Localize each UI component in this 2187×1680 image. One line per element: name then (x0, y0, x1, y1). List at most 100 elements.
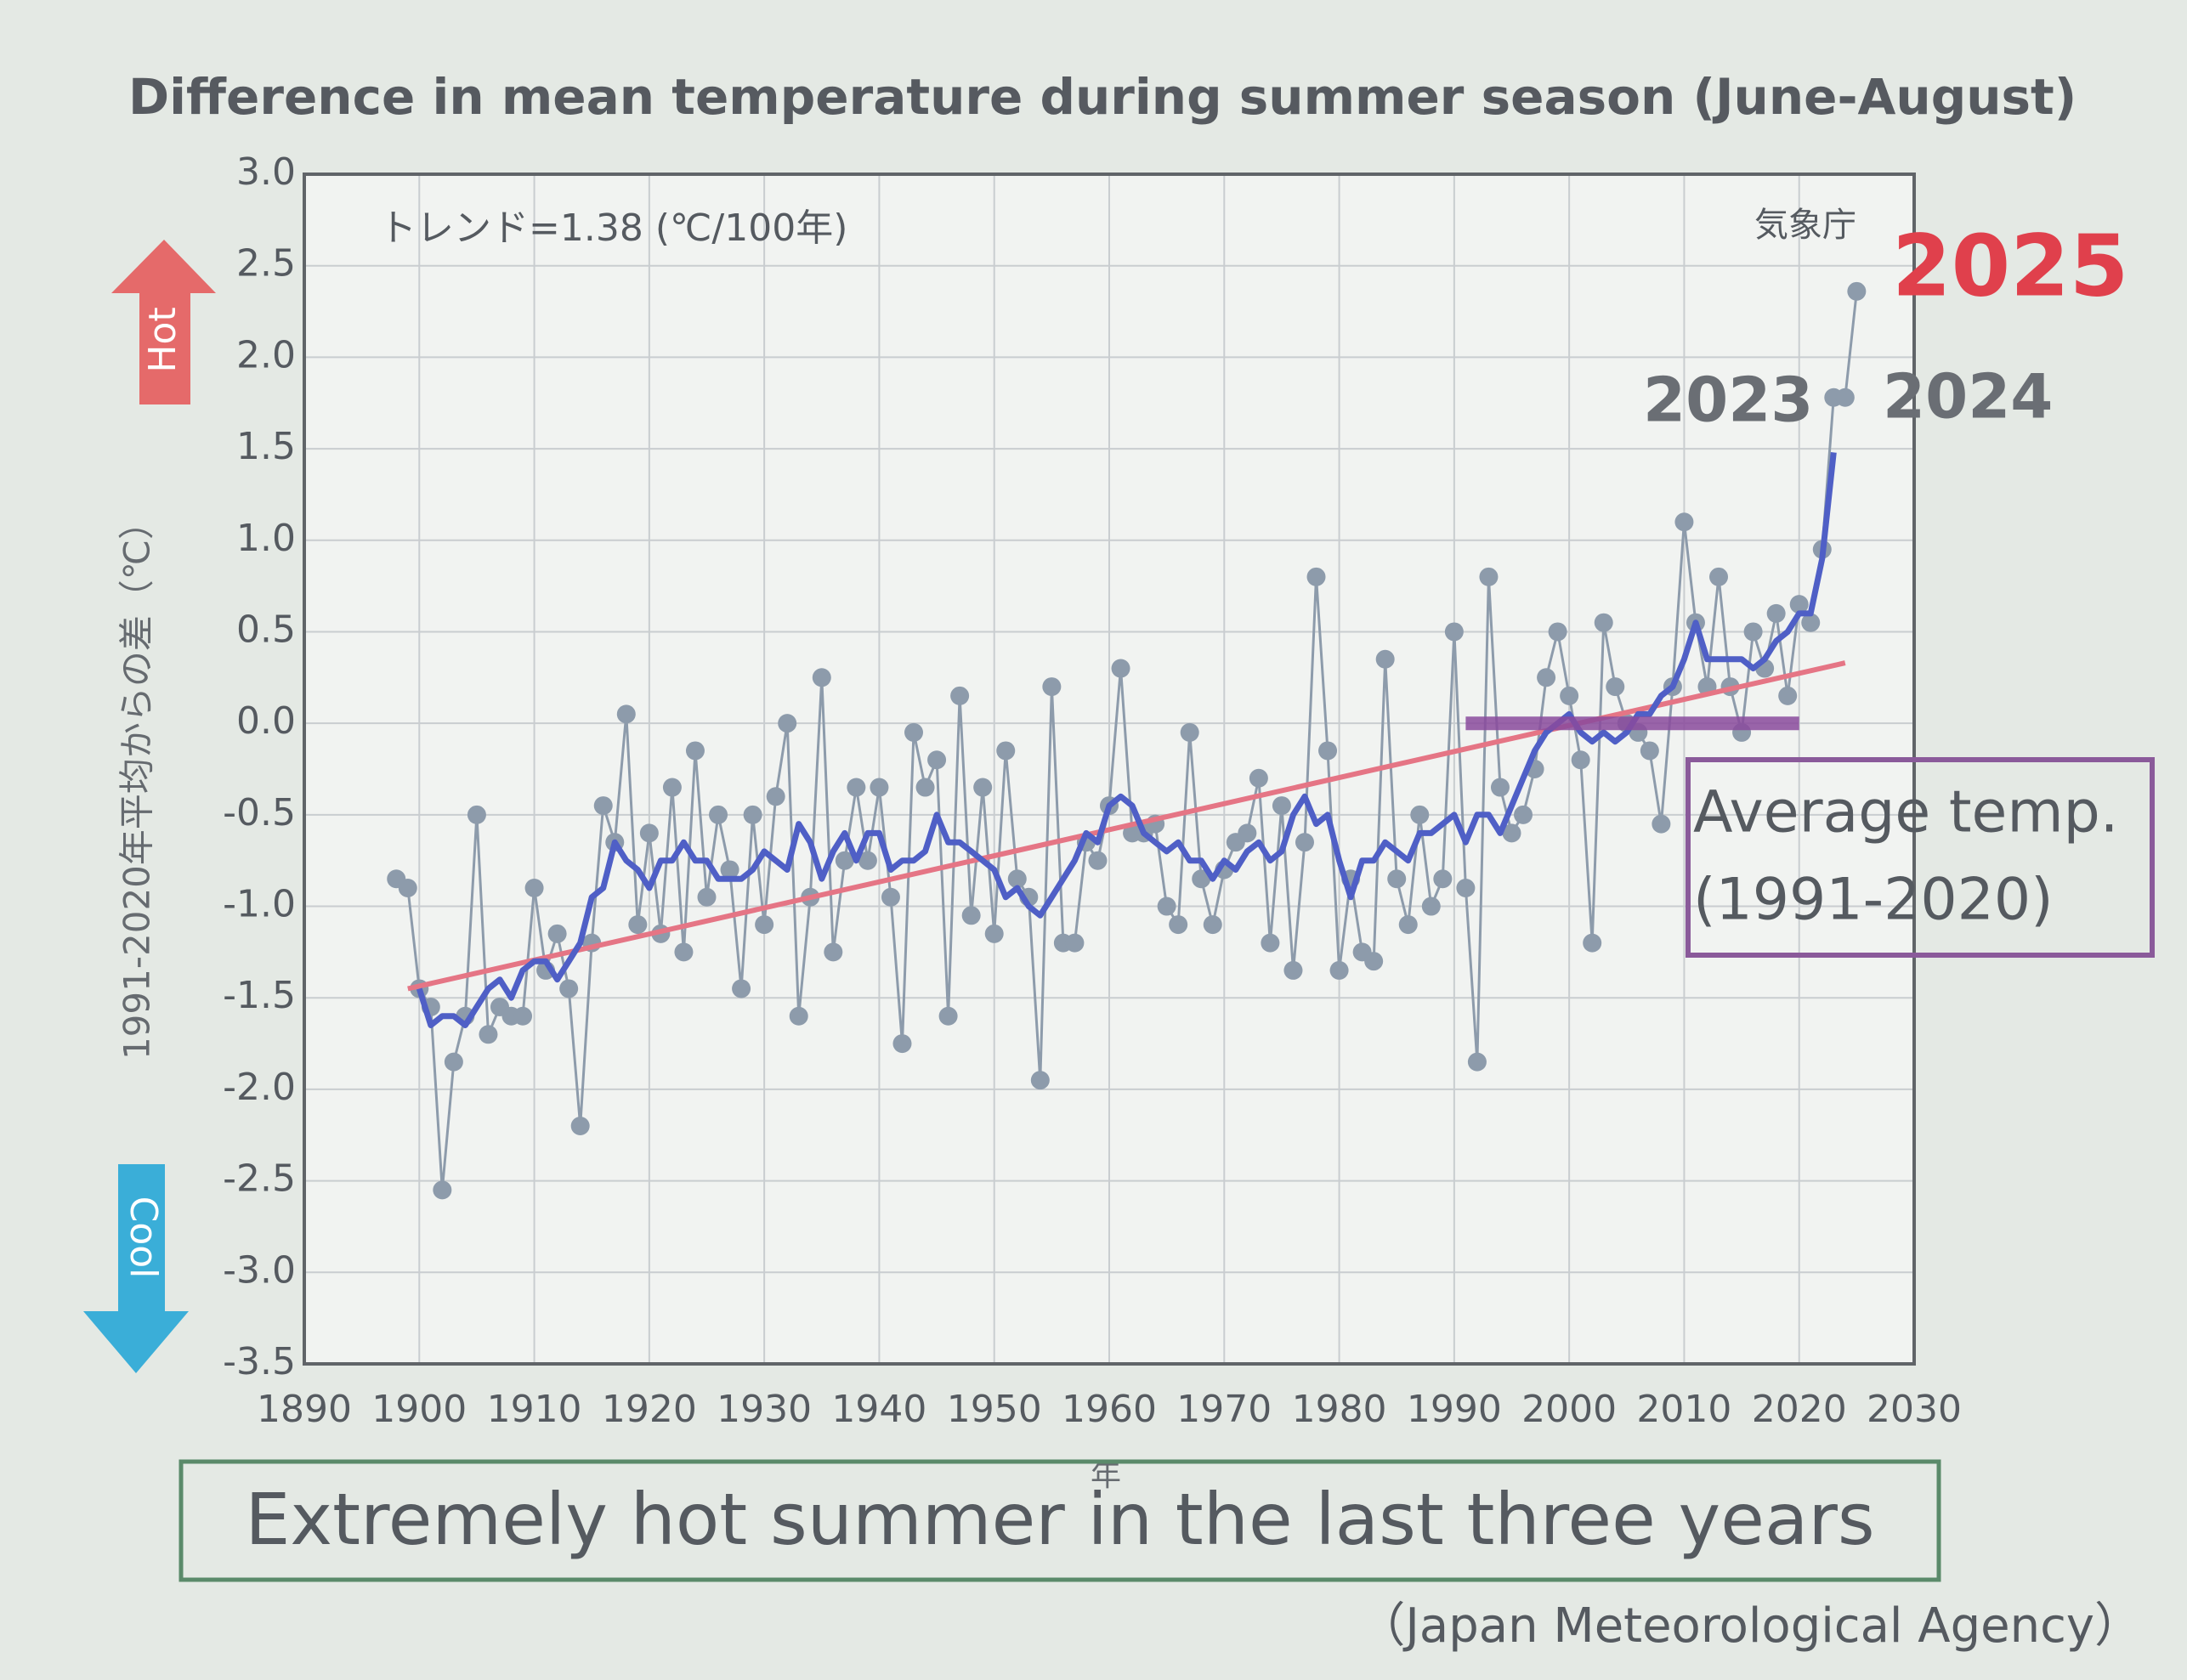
average-label: (1991-2020) (1693, 867, 2054, 934)
data-point (1594, 613, 1613, 632)
data-point (1433, 869, 1453, 889)
data-point (1030, 1071, 1050, 1090)
caption: Extremely hot summer in the last three y… (245, 1478, 1874, 1561)
data-point (1674, 512, 1694, 532)
data-point (444, 1052, 463, 1072)
x-tick-label: 1920 (602, 1388, 697, 1431)
data-point (1456, 879, 1476, 897)
data-point (1387, 869, 1407, 889)
data-point (1192, 869, 1211, 889)
data-point (709, 805, 728, 824)
data-point (1329, 960, 1349, 980)
cool-label: Cool (122, 1196, 165, 1279)
data-point (1709, 567, 1729, 586)
data-point (1295, 833, 1314, 852)
average-box (1686, 757, 2155, 958)
x-tick-label: 1970 (1176, 1388, 1272, 1431)
y-tick-label: 0.5 (236, 608, 296, 651)
y-tick-label: 2.5 (236, 242, 296, 286)
y-tick-label: 0.0 (236, 699, 296, 743)
data-point (720, 860, 739, 880)
x-tick-label: 1900 (371, 1388, 467, 1431)
data-point (1502, 823, 1521, 843)
data-point (616, 704, 636, 724)
trend-label: トレンド=1.38 (℃/100年) (379, 206, 847, 250)
x-tick-label: 1980 (1292, 1388, 1387, 1431)
data-point (835, 851, 854, 870)
data-point (1203, 915, 1222, 935)
data-point (1789, 595, 1809, 614)
data-point (892, 1034, 912, 1054)
data-point (559, 979, 579, 998)
data-point (1743, 622, 1763, 642)
y-tick-label: 1.5 (236, 425, 296, 468)
x-tick-label: 2020 (1752, 1388, 1847, 1431)
data-point (1065, 933, 1085, 953)
data-point (870, 778, 889, 797)
data-point (938, 1006, 958, 1026)
data-point (467, 805, 486, 824)
data-point (858, 851, 877, 870)
data-point (1375, 649, 1395, 669)
data-point (1444, 622, 1464, 642)
data-point (1778, 686, 1798, 705)
data-point (778, 714, 797, 733)
data-point (1238, 823, 1257, 843)
cool-arrow (83, 1164, 189, 1373)
data-point (1847, 281, 1867, 301)
data-point (1467, 1052, 1487, 1072)
data-point (847, 778, 866, 797)
data-point (950, 686, 970, 705)
year-label: 2025 (1892, 216, 2128, 315)
data-point (433, 1180, 452, 1200)
x-tick-label: 1910 (487, 1388, 582, 1431)
data-point (984, 924, 1004, 943)
data-point (766, 787, 785, 806)
x-tick-label: 1990 (1407, 1388, 1502, 1431)
data-point (904, 722, 924, 742)
data-point (812, 668, 831, 687)
data-point (1479, 567, 1499, 586)
x-tick-label: 2010 (1636, 1388, 1731, 1431)
data-point (1548, 622, 1567, 642)
data-point (524, 879, 544, 897)
y-tick-label: -1.5 (223, 974, 296, 1017)
data-point (639, 823, 659, 843)
data-point (674, 942, 694, 962)
y-tick-label: -2.0 (223, 1066, 296, 1109)
data-point (398, 879, 417, 897)
x-tick-label: 1950 (947, 1388, 1042, 1431)
data-point (662, 778, 682, 797)
data-point (1180, 722, 1199, 742)
data-point (961, 906, 981, 925)
data-point (1169, 915, 1188, 935)
x-tick-label: 2030 (1867, 1388, 1962, 1431)
data-point (1583, 933, 1602, 953)
caption-box (178, 1459, 1941, 1582)
data-point (1088, 851, 1108, 870)
data-point (743, 805, 762, 824)
y-tick-label: 3.0 (236, 150, 296, 194)
plot-frame (303, 173, 1916, 1366)
data-point (973, 778, 993, 797)
data-point (996, 741, 1016, 761)
y-tick-label: 1.0 (236, 517, 296, 560)
data-point (755, 915, 774, 935)
data-point (789, 1006, 808, 1026)
data-point (732, 979, 751, 998)
data-point (1514, 805, 1533, 824)
data-point (1606, 677, 1625, 697)
x-tick-label: 1930 (717, 1388, 812, 1431)
y-tick-label: -0.5 (223, 791, 296, 834)
year-label: 2024 (1883, 361, 2053, 433)
data-point (1398, 915, 1418, 935)
data-point (1364, 952, 1384, 971)
plot: -3.5 -3.0 -2.5 -2.0 -1.5 -1.0 -0.5 0.0 0.5 1.0 1.5… (223, 150, 1962, 1431)
data-point (1007, 869, 1027, 889)
data-point (1766, 603, 1786, 623)
data-point (1111, 659, 1130, 678)
series-line (395, 291, 1858, 1191)
x-axis-label: 年 (1091, 1458, 1121, 1493)
x-tick-label: 2000 (1521, 1388, 1617, 1431)
